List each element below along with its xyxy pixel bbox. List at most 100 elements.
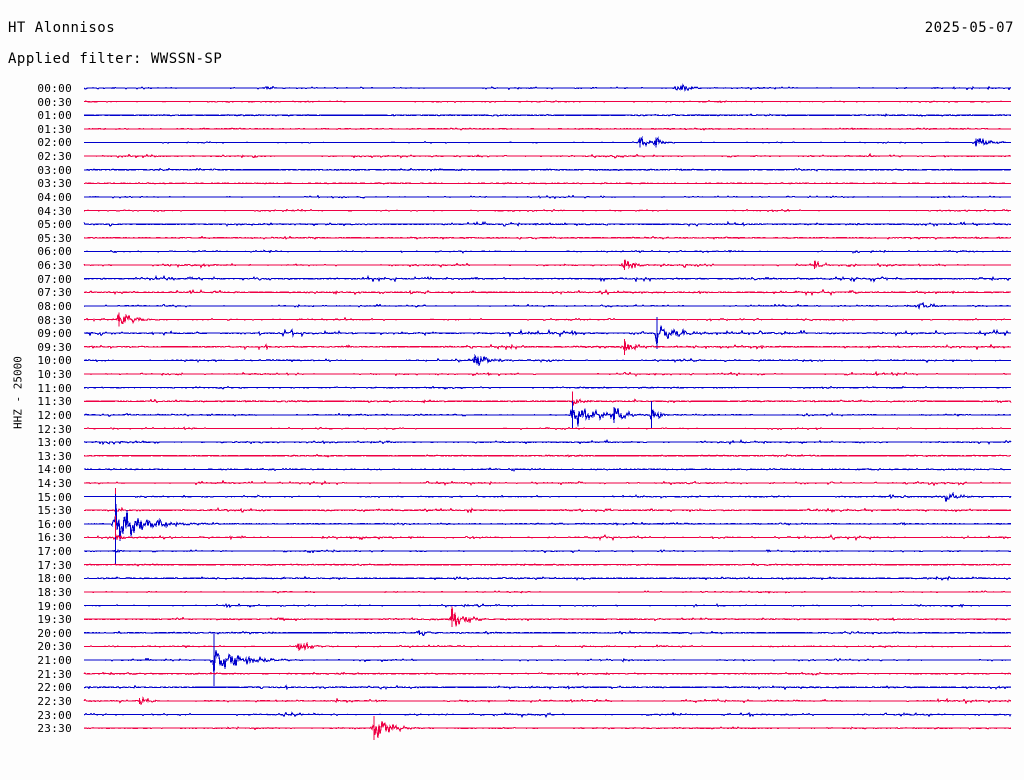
seismogram-trace: [83, 629, 1012, 637]
seismogram-trace: [83, 696, 1012, 706]
seismogram-trace: [83, 720, 1012, 739]
seismogram-trace: [83, 135, 1012, 148]
seismogram-trace: [83, 426, 1012, 431]
time-tick-label: 11:30: [37, 395, 72, 409]
time-tick-label: 22:00: [37, 681, 72, 695]
time-tick-label: 20:00: [37, 626, 72, 640]
seismogram-trace: [83, 711, 1012, 718]
seismogram-trace: [83, 99, 1012, 104]
seismogram-trace: [83, 220, 1012, 227]
seismogram-trace: [83, 671, 1012, 677]
seismogram-trace: [83, 301, 1012, 310]
seismogram-trace: [83, 602, 1012, 609]
time-tick-label: 21:00: [37, 654, 72, 668]
time-tick-label: 02:00: [37, 136, 72, 150]
time-tick-label: 16:30: [37, 531, 72, 545]
time-tick-label: 08:00: [37, 299, 72, 313]
seismogram-trace: [83, 503, 1012, 542]
seismogram-trace: [83, 259, 1012, 270]
seismogram-trace: [84, 152, 1012, 159]
seismogram-trace: [83, 684, 1012, 691]
time-tick-label: 01:30: [37, 122, 72, 136]
time-tick-label: 18:00: [37, 572, 72, 586]
time-tick-label: 14:00: [37, 463, 72, 477]
time-tick-label: 13:00: [37, 436, 72, 450]
time-tick-label: 23:00: [37, 708, 72, 722]
time-tick-label: 18:30: [37, 585, 72, 599]
time-tick-label: 19:00: [37, 599, 72, 613]
seismogram-trace: [83, 181, 1012, 185]
time-tick-label: 17:30: [37, 558, 72, 572]
seismogram-trace: [83, 370, 1011, 377]
seismogram-trace: [83, 606, 1012, 627]
seismogram-trace: [83, 83, 1012, 93]
time-tick-label: 04:00: [37, 190, 72, 204]
time-tick-label: 07:30: [37, 286, 72, 300]
seismogram-trace: [83, 194, 1012, 200]
time-tick-label: 12:00: [37, 408, 72, 422]
time-tick-label: 14:30: [37, 476, 72, 490]
seismogram-trace: [83, 275, 1012, 283]
time-tick-label: 23:30: [37, 722, 72, 736]
time-tick-label: 09:00: [37, 327, 72, 341]
time-tick-label: 13:30: [37, 449, 72, 463]
time-tick-label: 16:00: [37, 517, 72, 531]
time-tick-label: 03:00: [37, 163, 72, 177]
seismogram-trace: [83, 325, 1012, 346]
time-tick-label: 02:30: [37, 150, 72, 164]
seismogram-trace: [83, 562, 1012, 567]
time-tick-label: 04:30: [37, 204, 72, 218]
time-tick-label: 03:30: [37, 177, 72, 191]
seismogram-trace: [83, 235, 1012, 241]
seismogram-trace: [83, 288, 1012, 297]
time-tick-label: 01:00: [37, 109, 72, 123]
time-tick-label: 19:30: [37, 613, 72, 627]
time-tick-label: 11:00: [37, 381, 72, 395]
seismogram-trace: [83, 249, 1012, 254]
seismogram-trace: [83, 353, 1012, 366]
time-tick-label: 20:30: [37, 640, 72, 654]
seismogram-trace: [83, 590, 1012, 594]
seismogram-trace: [84, 650, 1011, 674]
time-tick-label: 10:00: [37, 354, 72, 368]
date-label: 2025-05-07: [924, 20, 1014, 36]
time-tick-label: 22:30: [37, 694, 72, 708]
time-tick-label: 05:30: [37, 231, 72, 245]
seismogram-trace: [83, 113, 1012, 117]
time-tick-label: 21:30: [37, 667, 72, 681]
seismogram-trace: [83, 167, 1012, 172]
seismogram-trace: [83, 491, 1012, 502]
time-tick-label: 06:00: [37, 245, 72, 259]
time-tick-label: 05:00: [37, 218, 72, 232]
seismogram-trace: [83, 575, 1012, 582]
seismogram-trace: [83, 127, 1012, 131]
seismogram-trace: [83, 407, 1012, 427]
seismogram-trace: [83, 467, 1012, 472]
seismogram-trace: [83, 506, 1012, 514]
time-tick-label: 06:30: [37, 259, 72, 273]
seismogram-trace: [83, 641, 1012, 652]
time-tick-label: 17:00: [37, 545, 72, 559]
seismogram-trace: [83, 313, 1012, 325]
time-tick-label: 15:00: [37, 490, 72, 504]
seismogram-trace: [83, 549, 1012, 554]
station-title: HT Alonnisos: [8, 20, 116, 36]
seismogram-trace: [83, 208, 1012, 213]
time-tick-label: 10:30: [37, 368, 72, 382]
seismogram-trace: [83, 341, 1011, 352]
seismogram-trace: [83, 398, 1012, 406]
seismogram-trace: [83, 454, 1012, 458]
seismogram-trace: [83, 439, 1012, 446]
time-tick-label: 09:30: [37, 340, 72, 354]
time-tick-label: 08:30: [37, 313, 72, 327]
seismogram-trace: [83, 479, 1012, 487]
time-tick-label: 15:30: [37, 504, 72, 518]
seismogram-trace: [83, 385, 1012, 390]
time-tick-label: 00:30: [37, 95, 72, 109]
time-tick-label: 12:30: [37, 422, 72, 436]
filter-label: Applied filter: WWSSN-SP: [8, 51, 223, 67]
time-tick-label: 00:00: [37, 82, 72, 95]
time-tick-label: 07:00: [37, 272, 72, 286]
seismogram-trace: [83, 533, 1012, 542]
